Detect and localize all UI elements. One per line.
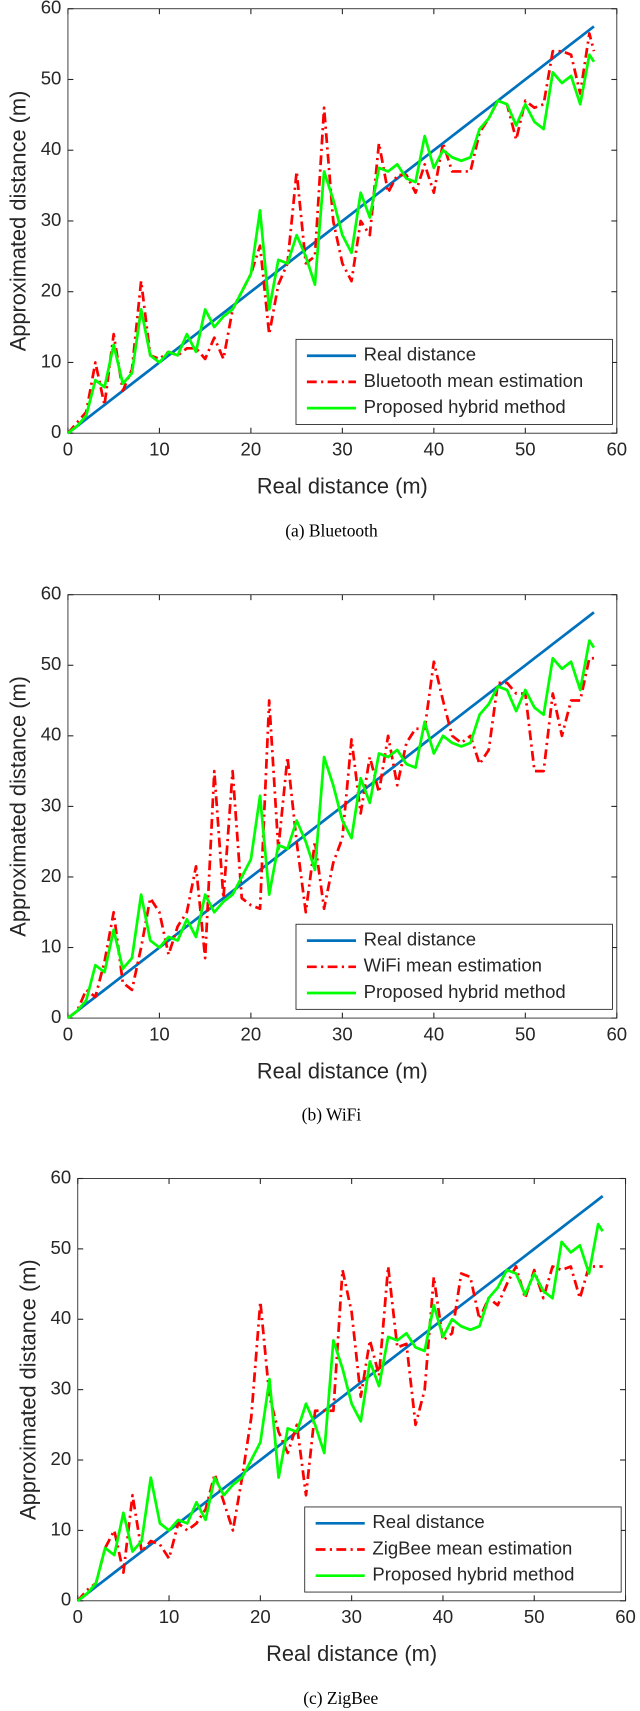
series-line	[76, 1222, 604, 1602]
x-tick-label: 30	[341, 1606, 362, 1627]
x-axis-label: Real distance (m)	[257, 1058, 428, 1083]
y-tick-label: 60	[41, 583, 62, 604]
x-tick-label: 10	[159, 1606, 180, 1627]
x-tick-label: 10	[149, 439, 170, 460]
y-tick-label: 0	[61, 1589, 71, 1610]
y-tick-label: 10	[41, 350, 62, 371]
legend-label: Real distance	[364, 344, 476, 365]
series-line	[66, 32, 596, 435]
x-tick-label: 60	[606, 439, 627, 460]
y-tick-label: 20	[41, 280, 62, 301]
x-tick-label: 30	[332, 1023, 353, 1044]
legend-label: Real distance	[364, 929, 476, 950]
caption: (a) Bluetooth	[285, 521, 378, 541]
y-tick-label: 0	[51, 421, 61, 442]
panel: 0 10 20 30 40 50 60 0 10 20 30 40 50 60 Real distance …	[6, 583, 627, 1125]
panel: 0 10 20 30 40 50 60 0 10 20 30 40 50 60 Real distance …	[6, 0, 627, 541]
panel: 0 10 20 30 40 50 60 0 10 20 30 40 50 60 Real distance …	[16, 1166, 636, 1708]
series-line	[67, 611, 595, 1020]
legend-label: Bluetooth mean estimation	[364, 370, 584, 391]
y-tick-label: 0	[51, 1006, 61, 1027]
x-tick-label: 50	[515, 1023, 536, 1044]
x-tick-label: 20	[241, 1023, 262, 1044]
x-tick-label: 0	[63, 1023, 73, 1044]
y-tick-label: 10	[51, 1518, 72, 1539]
x-axis-label: Real distance (m)	[266, 1641, 437, 1666]
legend-label: Proposed hybrid method	[364, 396, 566, 417]
x-tick-label: 50	[515, 439, 536, 460]
series-line	[67, 639, 596, 1020]
y-axis-label: Approximated distance (m)	[16, 1259, 41, 1520]
y-axis-label: Approximated distance (m)	[6, 91, 31, 352]
x-tick-label: 60	[615, 1606, 636, 1627]
y-tick-label: 60	[41, 0, 62, 18]
caption: (b) WiFi	[302, 1104, 362, 1124]
x-tick-label: 40	[424, 439, 445, 460]
y-tick-label: 10	[41, 935, 62, 956]
y-tick-label: 40	[51, 1307, 72, 1328]
x-tick-label: 40	[433, 1606, 454, 1627]
y-tick-label: 30	[41, 794, 62, 815]
legend-label: Real distance	[372, 1511, 484, 1532]
x-tick-label: 30	[332, 439, 353, 460]
series-line	[67, 25, 595, 435]
legend-label: Proposed hybrid method	[364, 981, 566, 1002]
y-tick-label: 40	[41, 724, 62, 745]
x-axis-label: Real distance (m)	[257, 474, 428, 499]
x-tick-label: 10	[149, 1023, 170, 1044]
y-tick-label: 60	[51, 1166, 72, 1187]
y-axis-label: Approximated distance (m)	[6, 676, 31, 937]
series-line	[76, 1265, 603, 1602]
x-tick-label: 50	[524, 1606, 545, 1627]
y-tick-label: 20	[41, 865, 62, 886]
caption: (c) ZigBee	[303, 1688, 378, 1708]
legend-label: WiFi mean estimation	[364, 955, 542, 976]
y-tick-label: 50	[51, 1237, 72, 1258]
y-tick-label: 40	[41, 138, 62, 159]
x-tick-label: 40	[424, 1023, 445, 1044]
series-line	[67, 656, 594, 1020]
y-tick-label: 20	[51, 1448, 72, 1469]
y-tick-label: 30	[41, 209, 62, 230]
legend-label: Proposed hybrid method	[372, 1564, 574, 1585]
x-tick-label: 0	[63, 439, 73, 460]
x-tick-label: 60	[606, 1023, 627, 1044]
y-tick-label: 50	[41, 653, 62, 674]
x-tick-label: 0	[73, 1606, 83, 1627]
y-tick-label: 50	[41, 67, 62, 88]
y-tick-label: 30	[51, 1378, 72, 1399]
series-line	[76, 1195, 604, 1602]
x-tick-label: 20	[241, 439, 262, 460]
series-line	[67, 53, 596, 435]
x-tick-label: 20	[250, 1606, 271, 1627]
legend-label: ZigBee mean estimation	[372, 1537, 572, 1558]
